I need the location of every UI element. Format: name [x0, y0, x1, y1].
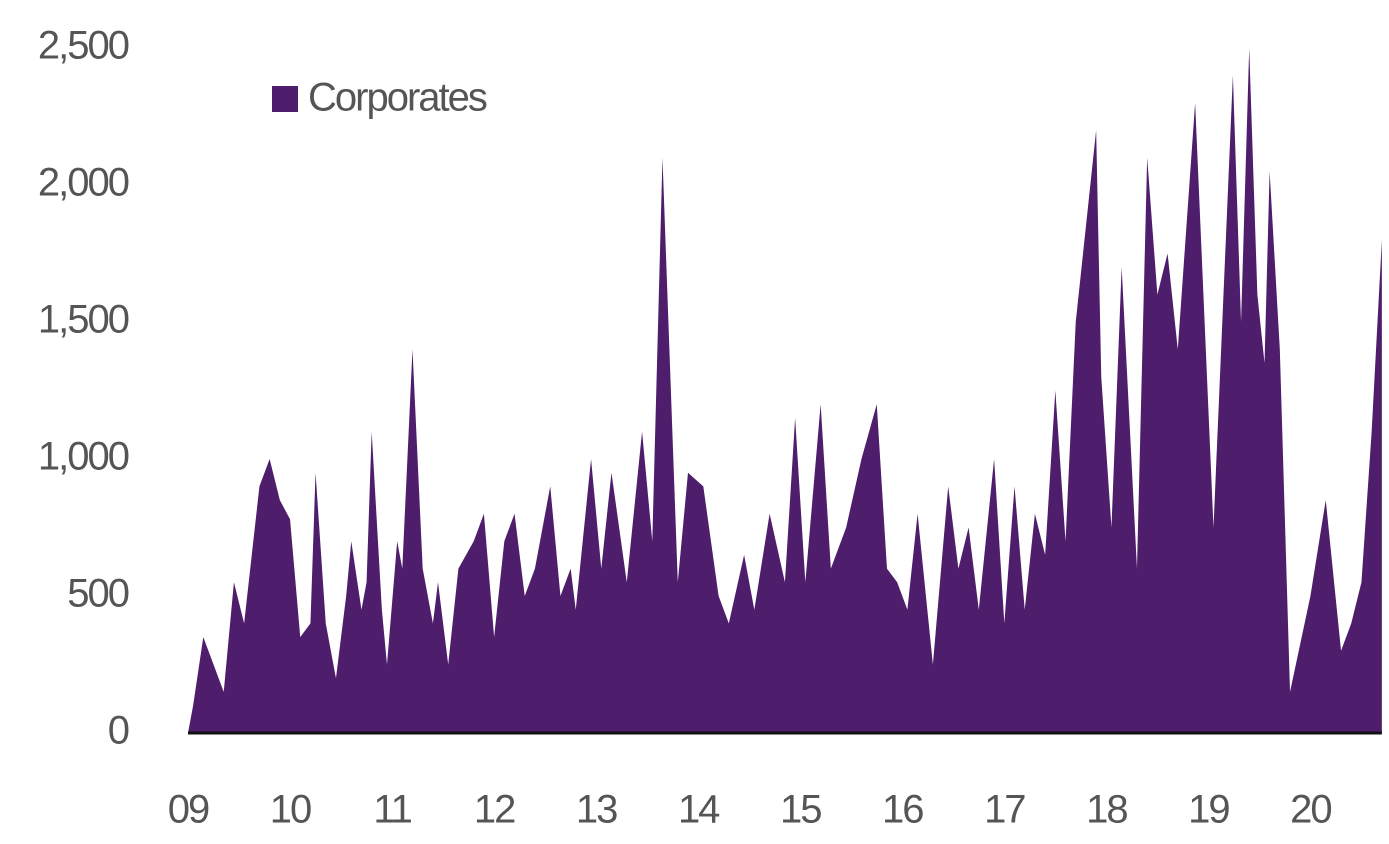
x-tick-label: 12	[474, 788, 515, 832]
x-tick-label: 10	[270, 788, 311, 832]
legend-label: Corporates	[308, 76, 487, 120]
x-tick-label: 11	[373, 788, 411, 832]
x-tick-label: 09	[168, 788, 209, 832]
x-tick-label: 16	[882, 788, 923, 832]
x-tick-label: 19	[1188, 788, 1229, 832]
x-tick-label: 18	[1086, 788, 1127, 832]
area	[188, 48, 1382, 733]
y-tick-label: 2,500	[38, 24, 129, 68]
y-tick-label: 0	[108, 709, 129, 753]
legend-swatch	[272, 86, 298, 112]
y-tick-label: 1,500	[38, 298, 129, 342]
x-tick-label: 14	[678, 788, 720, 832]
y-tick-label: 500	[67, 572, 128, 616]
x-tick-label: 17	[984, 788, 1025, 832]
x-tick-label: 15	[780, 788, 821, 832]
y-tick-label: 1,000	[38, 435, 129, 479]
x-tick-label: 13	[576, 788, 617, 832]
x-tick-label: 20	[1290, 788, 1331, 832]
y-tick-label: 2,000	[38, 161, 129, 205]
